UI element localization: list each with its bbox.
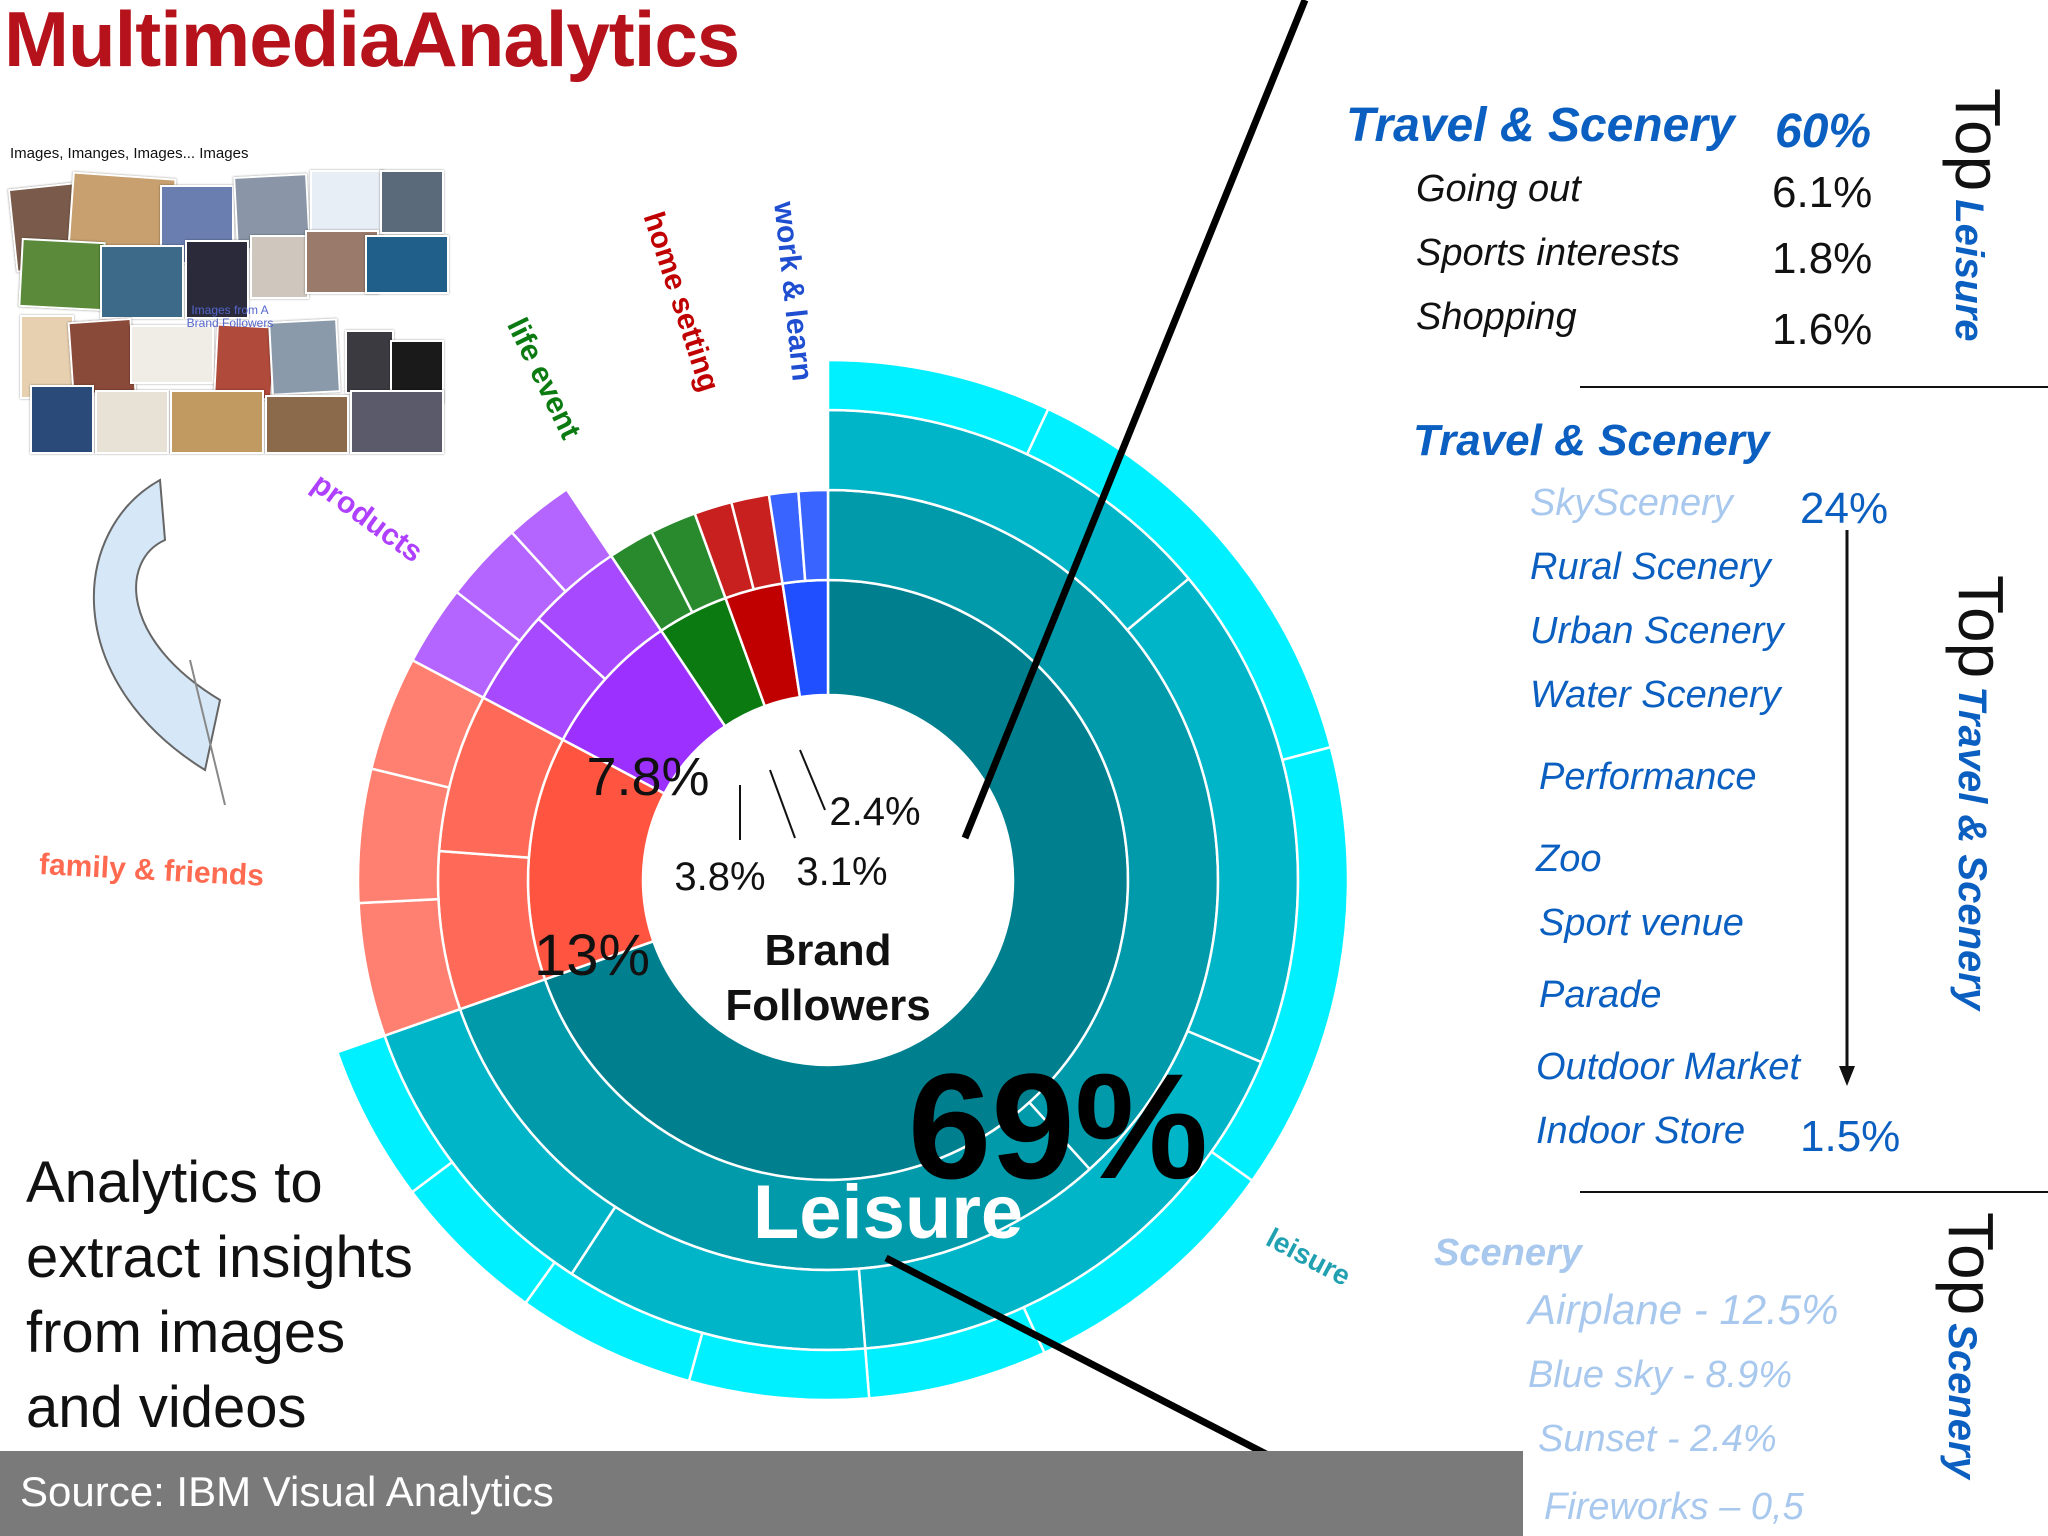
collage-photo xyxy=(365,235,449,294)
top-travel-item: Performance xyxy=(1539,756,1757,798)
top-travel-side-label: Top Travel & Scenery xyxy=(1944,575,2018,1010)
top-travel-item: SkyScenery xyxy=(1530,482,1733,524)
collage-photo xyxy=(130,325,214,384)
top-travel-item: Zoo xyxy=(1536,838,1602,880)
sunburst-ring1-work-learn xyxy=(797,488,830,583)
collage-photo xyxy=(185,240,249,319)
top-scenery-title: Scenery xyxy=(1434,1232,1582,1274)
side-label-sub: Leisure xyxy=(1947,199,1991,342)
collage-label-line2: Brand Followers xyxy=(186,316,274,331)
top-travel-item: Urban Scenery xyxy=(1530,610,1784,652)
label-work-learn-pct: 2.4% xyxy=(829,790,920,834)
collage-label: Images from A Brand Followers xyxy=(165,303,295,331)
label-life-event-pct: 3.8% xyxy=(674,855,765,899)
image-collage xyxy=(7,165,450,455)
top-travel-item: Outdoor Market xyxy=(1536,1046,1800,1088)
top-travel-item: Water Scenery xyxy=(1530,674,1781,716)
analytics-line1: Analytics to xyxy=(26,1150,323,1215)
center-label-line2: Followers xyxy=(725,981,930,1030)
top-scenery-item: Fireworks – 0,5 xyxy=(1544,1486,1804,1528)
top-travel-first-pct: 24% xyxy=(1800,484,1889,533)
top-leisure-title-pct: 60% xyxy=(1775,105,1872,158)
divider xyxy=(1580,386,2048,388)
center-label-line1: Brand xyxy=(764,926,891,975)
top-travel-item: Parade xyxy=(1539,974,1662,1016)
analytics-description: Analytics to extract insights from image… xyxy=(26,1145,413,1445)
top-travel-item: Sport venue xyxy=(1539,902,1744,944)
label-home-setting-pct: 3.1% xyxy=(796,850,887,894)
collage-photo xyxy=(95,390,169,454)
top-leisure-title: Travel & Scenery xyxy=(1346,99,1735,152)
top-scenery-item: Airplane - 12.5% xyxy=(1528,1286,1839,1333)
page-title: MultimediaAnalytics xyxy=(4,0,740,83)
sunburst-ring1-family-friends xyxy=(436,849,547,1011)
top-travel-item: Rural Scenery xyxy=(1530,546,1771,588)
collage-photo xyxy=(350,390,444,454)
collage-label-line1: Images from A xyxy=(191,303,269,317)
analytics-line3: from images xyxy=(26,1300,346,1365)
top-leisure-item: Shopping xyxy=(1416,296,1577,338)
label-family-pct: 13% xyxy=(534,923,650,988)
top-travel-item: Indoor Store xyxy=(1536,1110,1746,1152)
collage-photo xyxy=(265,395,349,454)
ranking-arrow xyxy=(1839,530,1855,1086)
collage-photo xyxy=(30,385,94,454)
callout-line-top xyxy=(961,0,1309,840)
pointer-line-3-1 xyxy=(769,769,796,839)
label-products-pct: 7.8% xyxy=(586,747,709,807)
collage-photo xyxy=(250,235,309,299)
divider xyxy=(1580,1191,2048,1193)
pointer-line-2-4 xyxy=(799,749,826,811)
source-bar xyxy=(0,1451,1523,1536)
collage-connector-arc xyxy=(92,478,222,772)
connector-line xyxy=(189,659,226,806)
collage-photo xyxy=(170,390,264,454)
sunburst-rings xyxy=(335,358,1350,1402)
analytics-line4: and videos xyxy=(26,1375,307,1440)
sunburst-ring2-family-friends xyxy=(356,767,451,905)
top-scenery-item: Sunset - 2.4% xyxy=(1538,1418,1777,1460)
top-leisure-side-label: Top Leisure xyxy=(1941,88,2015,341)
analytics-line2: extract insights xyxy=(26,1225,413,1290)
top-scenery-side-label: Top Scenery xyxy=(1934,1212,2008,1479)
sunburst-ring3-leisure xyxy=(335,1034,454,1194)
top-leisure-item-pct: 6.1% xyxy=(1772,168,1873,217)
label-leisure-name: Leisure xyxy=(753,1170,1023,1255)
side-label-top: Top xyxy=(1942,88,2014,192)
side-label-top: Top xyxy=(1945,575,2017,679)
top-travel-last-pct: 1.5% xyxy=(1800,1112,1901,1161)
top-leisure-item-pct: 1.6% xyxy=(1772,305,1873,354)
side-label-sub: Scenery xyxy=(1940,1323,1984,1479)
side-label-sub: Travel & Scenery xyxy=(1950,686,1994,1011)
side-label-top: Top xyxy=(1935,1212,2007,1316)
collage-caption: Images, Imanges, Images... Images xyxy=(10,145,249,162)
label-leisure-pct: 69% xyxy=(908,1042,1208,1210)
top-travel-title: Travel & Scenery xyxy=(1413,416,1770,465)
top-leisure-item: Going out xyxy=(1416,168,1581,210)
top-scenery-item: Blue sky - 8.9% xyxy=(1528,1354,1792,1396)
collage-photo xyxy=(100,245,184,319)
source-text: Source: IBM Visual Analytics xyxy=(20,1468,554,1515)
top-leisure-item-pct: 1.8% xyxy=(1772,234,1873,283)
collage-photo xyxy=(380,170,444,234)
top-leisure-item: Sports interests xyxy=(1416,232,1680,274)
